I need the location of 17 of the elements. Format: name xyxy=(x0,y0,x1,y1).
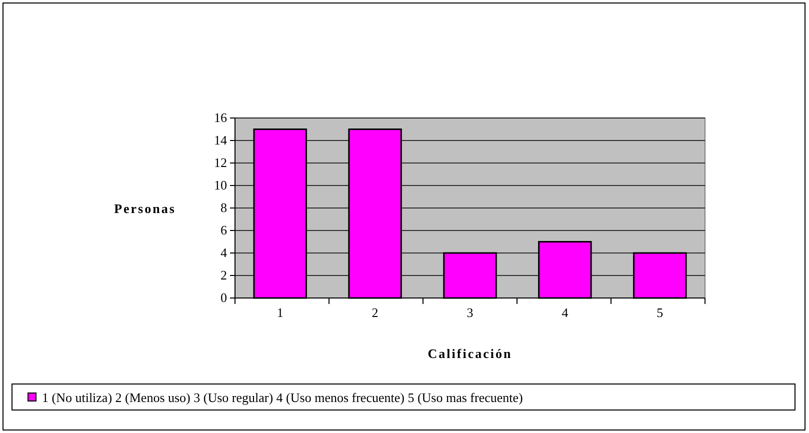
y-tick-label: 2 xyxy=(220,268,227,283)
x-tick-label: 3 xyxy=(466,305,474,320)
y-tick-label: 12 xyxy=(214,155,227,170)
x-tick-label: 5 xyxy=(656,305,664,320)
x-tick-label: 1 xyxy=(276,305,284,320)
y-tick-label: 8 xyxy=(220,200,227,216)
x-tick-label: 2 xyxy=(372,305,378,320)
y-tick-label: 10 xyxy=(214,178,227,193)
x-tick-label: 4 xyxy=(562,305,569,320)
y-tick-label: 16 xyxy=(214,110,228,126)
y-axis-title: Personas xyxy=(114,201,176,216)
x-axis-title: Calificación xyxy=(428,346,512,361)
legend-label: 1 (No utiliza) 2 (Menos uso) 3 (Uso regular) 4 (Uso menos frecuente) 5 (Uso mas frecuente) xyxy=(42,390,523,405)
y-tick-label: 6 xyxy=(220,222,228,238)
y-tick-label: 14 xyxy=(214,132,228,148)
y-tick-label: 0 xyxy=(220,290,227,306)
y-tick-label: 4 xyxy=(220,245,228,260)
